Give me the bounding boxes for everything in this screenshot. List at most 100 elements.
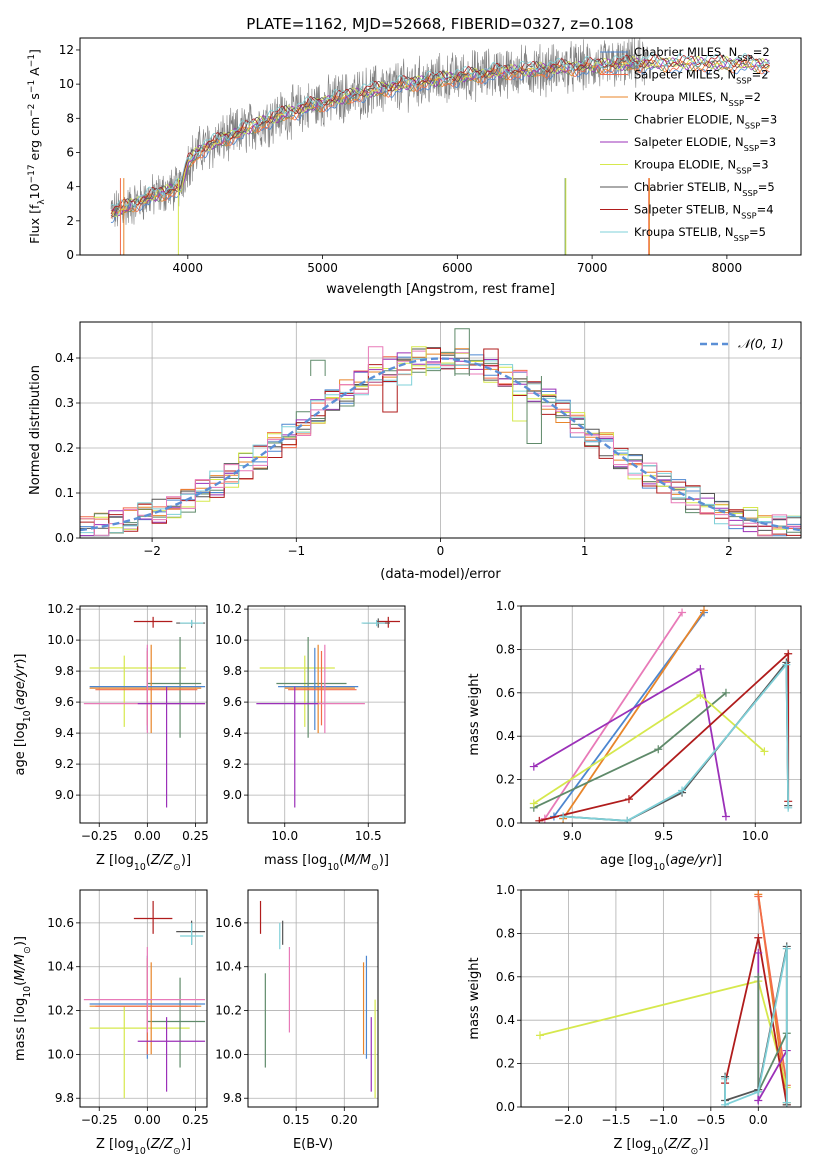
histogram-bin xyxy=(367,346,384,376)
weight-marker xyxy=(535,1031,544,1040)
plot-area xyxy=(535,890,791,1107)
y-axis-label: mass weight xyxy=(467,673,482,755)
y-tick-label: 0.1 xyxy=(55,486,74,500)
histogram-bin xyxy=(526,376,542,444)
y-tick-label: 9.0 xyxy=(223,788,242,802)
weight-marker xyxy=(784,803,793,812)
y-tick-label: 10.2 xyxy=(47,602,74,616)
y-tick-label: 9.2 xyxy=(55,757,74,771)
chart-weight_vs_Z: −2.0 −1.5 −1.0 −0.5 0.0 0.0 0.2 0.4 0.6 0.8 1.0 Z [… xyxy=(467,883,802,1157)
axes-frame xyxy=(520,889,802,1108)
chart-spectrum: 4000 5000 6000 7000 8000 0 2 4 6 8 10 12 Chabrier MI… xyxy=(27,37,802,297)
weight-marker xyxy=(721,1074,730,1083)
grid-lines xyxy=(80,890,207,1107)
y-tick-label: 9.8 xyxy=(223,664,242,678)
plot-area xyxy=(83,900,206,1099)
x-tick-label: 0.25 xyxy=(182,1113,209,1127)
y-tick-label: 9.0 xyxy=(55,788,74,802)
chart-age_vs_Z: −0.25 0.00 0.25 9.0 9.2 9.4 9.6 9.8 10.0 10.2 Z [l… xyxy=(13,602,209,872)
y-tick-label: 10.0 xyxy=(215,633,242,647)
y-tick-label: 0.4 xyxy=(496,729,515,743)
normal-curve xyxy=(80,357,801,532)
legend-label: Chabrier MILES, NSSP=2 xyxy=(634,45,770,63)
y-tick-label: 9.2 xyxy=(223,757,242,771)
y-tick-label: 0.2 xyxy=(496,1057,515,1071)
plot-area xyxy=(83,616,206,808)
y-tick-label: 10.4 xyxy=(215,960,242,974)
legend-label: Kroupa STELIB, NSSP=5 xyxy=(634,225,766,243)
grid-lines xyxy=(248,606,405,823)
axis-ticks: 4000 5000 6000 7000 8000 0 2 4 6 8 10 12 xyxy=(59,43,742,275)
y-tick-label: 9.8 xyxy=(223,1091,242,1105)
weight-marker xyxy=(559,812,568,821)
y-tick-label: 8 xyxy=(66,111,74,125)
axes-frame xyxy=(79,889,208,1108)
y-tick-label: 0.3 xyxy=(55,396,74,410)
legend-label: Chabrier STELIB, NSSP=5 xyxy=(634,180,775,198)
model-spectrum-line xyxy=(110,54,770,217)
x-tick-label: 10.0 xyxy=(742,829,769,843)
y-tick-label: 0 xyxy=(66,248,74,262)
weight-marker xyxy=(754,972,763,981)
y-tick-label: 2 xyxy=(66,214,74,228)
weight-marker xyxy=(696,690,705,699)
weight-marker xyxy=(654,745,663,754)
x-tick-label: 0.00 xyxy=(134,829,161,843)
y-tick-label: 4 xyxy=(66,180,74,194)
x-tick-label: −0.25 xyxy=(81,829,118,843)
weight-marker xyxy=(624,795,633,804)
y-tick-label: 6 xyxy=(66,145,74,159)
axis-ticks: 9.0 9.5 10.0 0.0 0.2 0.4 0.6 0.8 1.0 xyxy=(496,599,769,843)
x-axis-label: (data-model)/error xyxy=(380,567,501,582)
y-tick-label: 9.8 xyxy=(55,1091,74,1105)
y-tick-label: 0.2 xyxy=(55,441,74,455)
y-axis-label: mass weight xyxy=(467,957,482,1039)
y-tick-label: 0.4 xyxy=(496,1013,515,1027)
weight-marker xyxy=(782,660,791,669)
x-tick-label: 0.15 xyxy=(283,1113,310,1127)
y-tick-label: 10.6 xyxy=(215,916,242,930)
y-tick-label: 0.8 xyxy=(496,642,515,656)
x-tick-label: 0 xyxy=(437,544,445,558)
weight-marker xyxy=(623,816,632,823)
histogram-bin xyxy=(454,328,470,376)
legend-label: Kroupa MILES, NSSP=2 xyxy=(634,90,761,108)
x-tick-label: 0.00 xyxy=(134,1113,161,1127)
x-tick-label: 1 xyxy=(581,544,589,558)
weight-marker xyxy=(754,948,763,957)
x-axis-label: E(B-V) xyxy=(293,1137,333,1152)
axes-frame xyxy=(79,37,802,256)
y-tick-label: 9.4 xyxy=(223,726,242,740)
y-tick-label: 9.6 xyxy=(223,695,242,709)
y-tick-label: 12 xyxy=(59,43,74,57)
weight-marker xyxy=(782,1098,791,1107)
chart-residuals: −2 −1 0 1 2 0.0 0.1 0.2 0.3 0.4 𝒩(0, 1) (data-model… xyxy=(28,321,802,582)
y-tick-label: 10.0 xyxy=(215,1047,242,1061)
y-tick-label: 1.0 xyxy=(496,599,515,613)
x-axis-label: Z [log10(Z/Z⊙)] xyxy=(613,1137,708,1157)
x-tick-label: 4000 xyxy=(173,261,204,275)
weight-marker xyxy=(535,816,544,823)
weight-marker xyxy=(529,799,538,808)
weight-series-line xyxy=(757,896,788,1086)
grid-lines xyxy=(248,890,378,1107)
weight-marker xyxy=(760,747,769,756)
legend: 𝒩(0, 1) xyxy=(700,336,784,351)
y-tick-label: 0.6 xyxy=(496,970,515,984)
x-axis-label: wavelength [Angstrom, rest frame] xyxy=(326,282,555,297)
weight-marker xyxy=(700,606,709,615)
x-tick-label: −1.5 xyxy=(601,1113,630,1127)
axis-ticks: −0.25 0.00 0.25 9.8 10.0 10.2 10.4 10.6 xyxy=(47,916,209,1127)
x-tick-label: −0.5 xyxy=(696,1113,725,1127)
histogram-bin xyxy=(483,348,499,376)
y-tick-label: 0.8 xyxy=(496,926,515,940)
x-tick-label: 0.25 xyxy=(182,829,209,843)
weight-marker xyxy=(721,1100,730,1107)
axis-ticks: 10.0 10.5 9.0 9.2 9.4 9.6 9.8 10.0 10.2 xyxy=(215,602,381,843)
x-tick-label: 10.5 xyxy=(355,829,382,843)
x-axis-label: mass [log10(M/M⊙)] xyxy=(264,853,389,873)
plot-area xyxy=(110,38,770,255)
weight-marker xyxy=(754,892,763,901)
chart-weight_vs_age: 9.0 9.5 10.0 0.0 0.2 0.4 0.6 0.8 1.0 age [log10(a… xyxy=(467,599,802,873)
weight-marker xyxy=(754,1096,763,1105)
